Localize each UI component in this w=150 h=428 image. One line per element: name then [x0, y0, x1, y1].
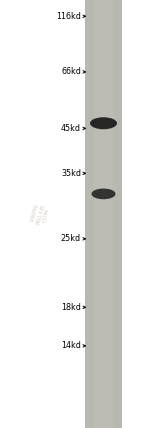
Bar [85, 0, 122, 428]
Text: 18kd: 18kd [61, 303, 81, 312]
Bar [94, 0, 113, 428]
Text: 25kd: 25kd [61, 234, 81, 244]
Text: 14kd: 14kd [61, 341, 81, 351]
Text: 66kd: 66kd [61, 67, 81, 77]
Text: 35kd: 35kd [61, 169, 81, 178]
Text: 45kd: 45kd [61, 124, 81, 133]
Ellipse shape [92, 189, 116, 199]
Text: WWW.
PGLAB.
COM: WWW. PGLAB. COM [30, 201, 51, 227]
Ellipse shape [90, 117, 117, 129]
Text: 116kd: 116kd [56, 12, 81, 21]
